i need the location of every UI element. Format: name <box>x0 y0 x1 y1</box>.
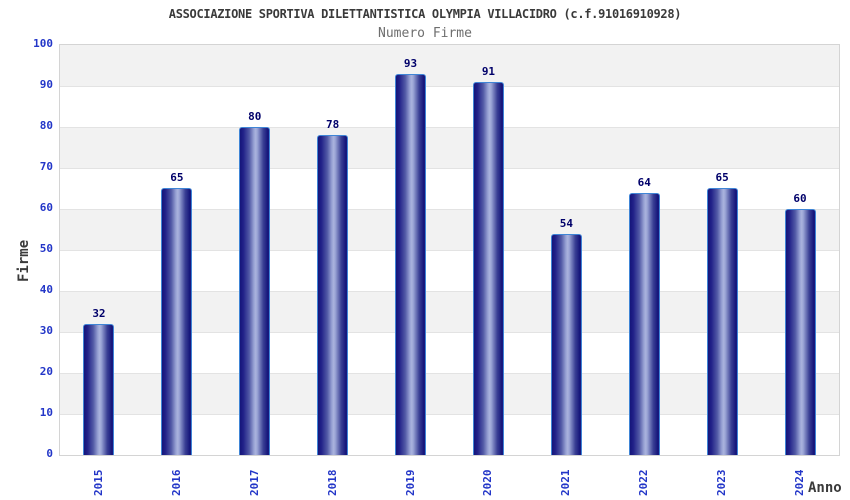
bar-value-label: 54 <box>559 217 573 230</box>
bar-value-label: 65 <box>170 171 184 184</box>
x-axis-title: Anno <box>808 480 842 496</box>
grid-band <box>60 45 839 86</box>
y-tick-label: 30 <box>39 324 53 337</box>
grid-band <box>60 127 839 168</box>
bar-2022 <box>628 193 660 455</box>
y-tick-label: 0 <box>46 447 53 460</box>
bar-value-label: 80 <box>248 110 262 123</box>
y-tick-label: 10 <box>39 406 53 419</box>
x-tick-label: 2017 <box>247 469 261 497</box>
bar-2017 <box>239 127 271 455</box>
gridline <box>60 373 839 374</box>
plot-area: 32 65 80 78 93 91 54 64 65 60 <box>59 44 840 456</box>
x-tick-label: 2021 <box>559 469 573 497</box>
x-tick-label: 2023 <box>715 469 729 497</box>
bar-2024 <box>784 209 816 455</box>
y-tick-label: 20 <box>39 365 53 378</box>
x-tick-label: 2022 <box>637 469 651 497</box>
bar-value-label: 91 <box>481 65 496 78</box>
bar-value-label: 64 <box>637 176 651 189</box>
y-tick-label: 70 <box>39 160 53 173</box>
chart-title: ASSOCIAZIONE SPORTIVA DILETTANTISTICA OL… <box>168 7 682 21</box>
x-tick-label: 2018 <box>325 469 339 497</box>
gridline <box>60 332 839 333</box>
gridline <box>60 86 839 87</box>
x-tick-label: 2016 <box>169 469 183 497</box>
y-axis-title: Firme <box>16 239 32 282</box>
grid-band <box>60 86 839 127</box>
x-tick-label: 2020 <box>481 469 495 497</box>
gridline <box>60 414 839 415</box>
bar-value-label: 32 <box>92 307 106 320</box>
bar-value-label: 93 <box>403 57 418 70</box>
x-tick-label: 2015 <box>91 469 105 497</box>
bar-2015 <box>83 324 115 455</box>
bar-2016 <box>161 188 193 455</box>
y-tick-label: 50 <box>39 242 53 255</box>
x-tick-label: 2024 <box>793 469 807 497</box>
bar-value-label: 60 <box>793 192 807 205</box>
y-tick-label: 90 <box>39 78 53 91</box>
bar-2020 <box>472 82 504 455</box>
gridline <box>60 209 839 210</box>
bar-2019 <box>395 74 427 455</box>
gridline <box>60 127 839 128</box>
gridline <box>60 291 839 292</box>
y-tick-label: 80 <box>39 119 53 132</box>
bar-value-label: 78 <box>326 118 340 131</box>
gridline <box>60 250 839 251</box>
y-tick-label: 60 <box>39 201 53 214</box>
bar-value-label: 65 <box>715 171 729 184</box>
chart-subtitle: Numero Firme <box>378 26 472 41</box>
bar-2023 <box>706 188 738 455</box>
bar-2018 <box>317 135 349 455</box>
gridline <box>60 168 839 169</box>
bar-2021 <box>550 234 582 455</box>
y-tick-label: 100 <box>33 37 53 50</box>
x-tick-label: 2019 <box>403 469 417 497</box>
y-tick-label: 40 <box>39 283 53 296</box>
